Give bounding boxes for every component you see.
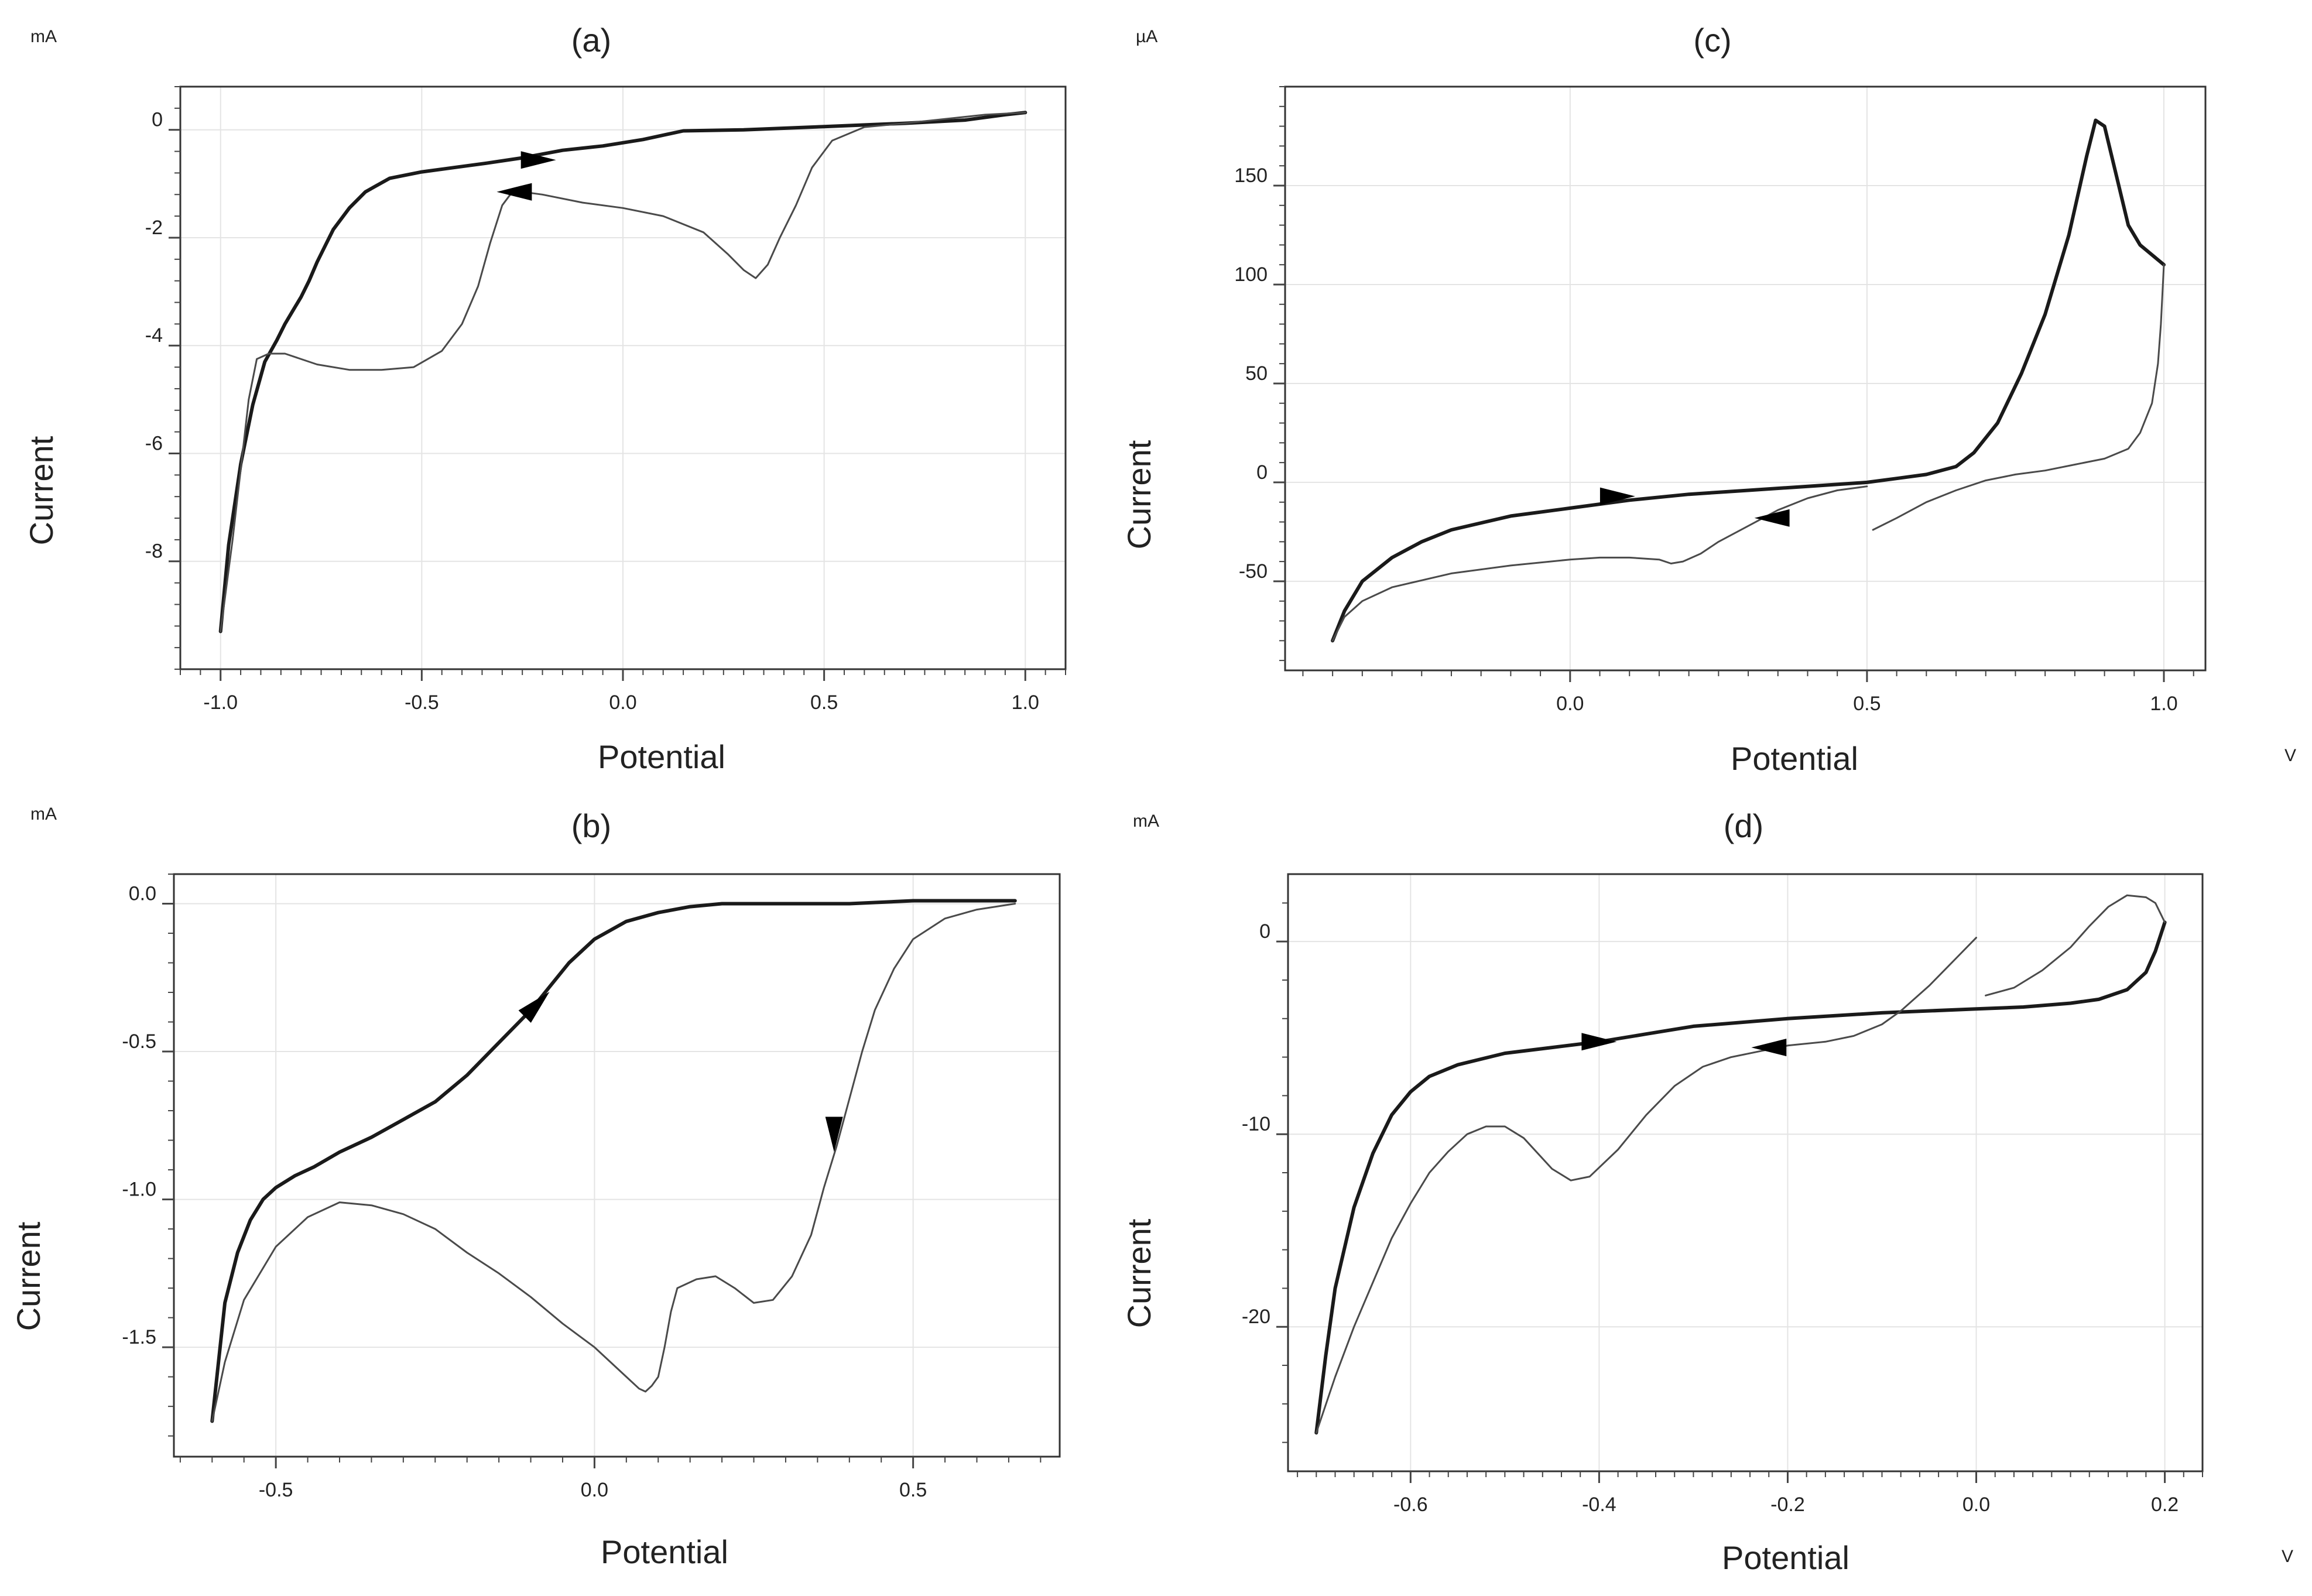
- panel-b-forward-scan-line: [210, 899, 1017, 1423]
- panel-a-y-axis-label: Current: [23, 436, 60, 545]
- panel-d-x-tick-label: -0.4: [1582, 1494, 1616, 1516]
- panel-c-series: [1331, 118, 2166, 643]
- panel-d-x-tick-label: 0.2: [2151, 1494, 2179, 1516]
- panel-b-y-tick-label: -1.0: [122, 1179, 156, 1201]
- panel-c-plot-frame: [1284, 85, 2207, 672]
- panel-c-forward-scan-line: [1331, 118, 2166, 643]
- panel-d-axis-ticks: -0.6 -0.4 -0.2 0.0 0.2 0 -10 -20: [1242, 902, 2203, 1516]
- panel-a-y-tick-label: -6: [145, 432, 163, 454]
- panel-d: -0.6 -0.4 -0.2 0.0 0.2 0 -10 -20 (d) mA Potenti…: [1121, 807, 2293, 1576]
- panel-a-scan-direction-arrow: [496, 183, 532, 201]
- panel-a-scan-direction-arrow: [520, 151, 556, 169]
- panel-d-scan-direction-arrow: [1751, 1039, 1787, 1057]
- panel-c-x-tick-label: 0.0: [1556, 693, 1584, 715]
- panel-c-x-tick-label: 0.5: [1853, 693, 1881, 715]
- panel-c-scan-direction-arrow: [1754, 509, 1790, 527]
- panel-b-title: (b): [571, 807, 611, 844]
- panel-b-y-axis-label: Current: [10, 1221, 47, 1331]
- panel-a-y-tick-label: -2: [145, 217, 163, 239]
- panel-d-y-tick-label: -10: [1242, 1113, 1270, 1135]
- panel-c-x-tick-label: 1.0: [2150, 693, 2177, 715]
- panel-d-x-axis-label: Potential: [1722, 1539, 1849, 1576]
- panel-a-x-tick-label: 0.5: [810, 691, 838, 714]
- panel-a-x-axis-label: Potential: [598, 738, 725, 775]
- panel-b-grid: [174, 874, 1060, 1457]
- panel-d-title: (d): [1724, 807, 1763, 844]
- panel-d-scan-direction-arrow: [1581, 1033, 1617, 1051]
- panel-d-reverse-scan-line: [1315, 937, 1977, 1434]
- panel-a-x-tick-label: -0.5: [405, 691, 439, 714]
- panel-c-grid: [1285, 87, 2205, 670]
- panel-d-reverse-scan-line: [1985, 894, 2166, 996]
- panel-c-y-tick-label: -50: [1239, 560, 1268, 583]
- panel-b-axis-ticks: -0.5 0.0 0.5 0.0 -0.5 -1.0 -1.5: [122, 874, 1042, 1501]
- panel-c-y-tick-label: 100: [1234, 263, 1268, 286]
- panel-a-title: (a): [571, 22, 611, 59]
- panel-d-x-tick-label: 0.0: [1962, 1494, 1990, 1516]
- panel-b-x-axis-label: Potential: [601, 1533, 728, 1570]
- panel-b-scan-direction-arrow: [825, 1116, 843, 1152]
- panel-d-x-tick-label: -0.2: [1770, 1494, 1805, 1516]
- panel-c-reverse-scan-line: [1872, 263, 2165, 531]
- panel-c-title: (c): [1693, 22, 1731, 59]
- panel-a-x-tick-label: -1.0: [203, 691, 238, 714]
- panel-a-forward-scan-line: [218, 111, 1027, 633]
- panel-a-x-tick-label: 0.0: [609, 691, 636, 714]
- panel-b-x-tick-label: 0.0: [581, 1479, 608, 1501]
- panel-d-y-tick-label: 0: [1259, 920, 1270, 943]
- panel-a: -1.0 -0.5 0.0 0.5 1.0 0 -2 -4 -6 -8 (a) mA Potent…: [23, 22, 1067, 775]
- panel-a-series: [218, 111, 1027, 633]
- panel-b-y-unit: mA: [30, 804, 57, 824]
- panel-b-scan-direction-arrow: [518, 992, 550, 1023]
- panel-c-x-axis-label: Potential: [1731, 740, 1858, 777]
- panel-c-y-tick-label: 0: [1256, 461, 1268, 484]
- panel-a-axis-ticks: -1.0 -0.5 0.0 0.5 1.0 0 -2 -4 -6 -8: [145, 86, 1066, 714]
- panel-d-y-tick-label: -20: [1242, 1306, 1270, 1328]
- panel-c-axis-ticks: 0.0 0.5 1.0 150 100 50 0 -50: [1234, 86, 2194, 715]
- panel-c-reverse-scan-line: [1331, 485, 1868, 642]
- panel-b: -0.5 0.0 0.5 0.0 -0.5 -1.0 -1.5 (b) mA Potenti…: [10, 804, 1061, 1570]
- panel-c-y-tick-label: 50: [1245, 362, 1268, 385]
- panel-b-y-tick-label: 0.0: [129, 883, 156, 905]
- panel-b-y-tick-label: -1.5: [122, 1326, 156, 1348]
- panel-d-y-axis-label: Current: [1121, 1218, 1157, 1328]
- panel-d-x-tick-label: -0.6: [1393, 1494, 1428, 1516]
- panel-a-reverse-scan-line: [220, 111, 1026, 632]
- panel-b-series: [210, 899, 1017, 1423]
- panel-c-y-unit: µA: [1136, 27, 1157, 46]
- panel-b-x-tick-label: 0.5: [899, 1479, 927, 1501]
- panel-d-series: [1314, 894, 2167, 1435]
- panel-c-y-axis-label: Current: [1121, 440, 1157, 549]
- panel-d-y-unit: mA: [1133, 811, 1159, 831]
- panel-a-y-tick-label: -4: [145, 324, 163, 347]
- panel-c-scan-direction-arrow: [1599, 487, 1635, 505]
- panel-b-reverse-scan-line: [211, 903, 1016, 1422]
- panel-a-y-tick-label: 0: [152, 109, 163, 131]
- panel-a-x-tick-label: 1.0: [1012, 691, 1039, 714]
- panel-d-x-unit: V: [2282, 1547, 2293, 1566]
- panel-c-x-unit: V: [2284, 746, 2296, 765]
- panel-a-y-unit: mA: [30, 27, 57, 46]
- panel-c-y-tick-label: 150: [1234, 165, 1268, 187]
- panel-c: 0.0 0.5 1.0 150 100 50 0 -50 (c) µA Potential V…: [1121, 22, 2296, 777]
- panel-b-x-tick-label: -0.5: [259, 1479, 293, 1501]
- panel-b-y-tick-label: -0.5: [122, 1030, 156, 1053]
- panel-d-grid: [1288, 874, 2203, 1471]
- panel-a-y-tick-label: -8: [145, 540, 163, 563]
- panel-b-plot-frame: [173, 873, 1061, 1458]
- panel-d-forward-scan-line: [1314, 920, 2167, 1435]
